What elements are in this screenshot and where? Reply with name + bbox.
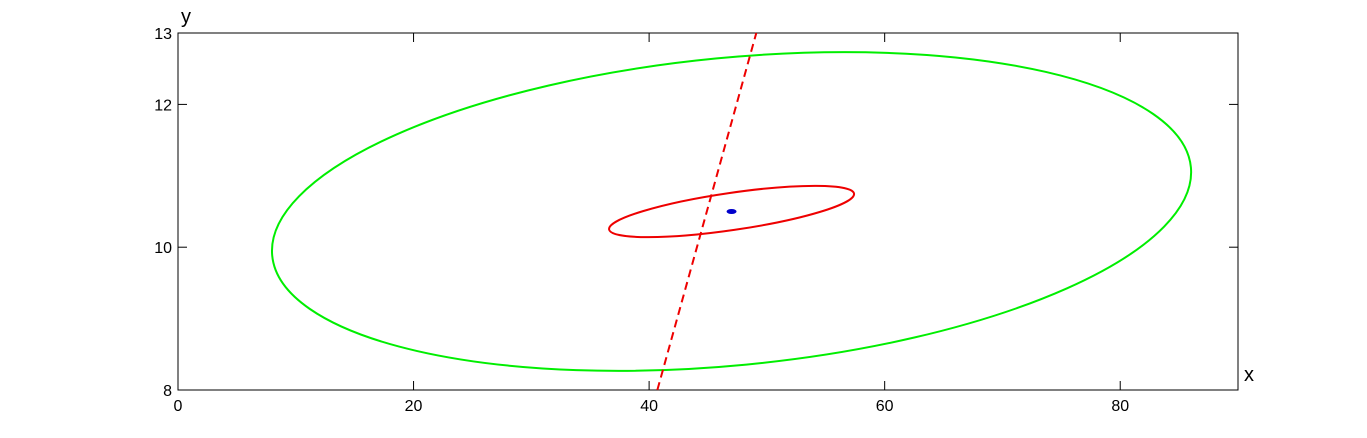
x-tick-label: 0 — [174, 398, 183, 415]
y-tick-label: 8 — [163, 383, 172, 400]
dashed-axis-line — [656, 32, 758, 391]
y-tick-label: 13 — [154, 26, 172, 43]
y-tick-label: 12 — [154, 97, 172, 114]
center-point — [726, 209, 737, 214]
x-tick-label: 60 — [876, 398, 894, 415]
tick-marks — [177, 32, 1238, 391]
x-tick-label: 40 — [640, 398, 658, 415]
x-tick-label: 20 — [405, 398, 423, 415]
inner-ellipse — [608, 184, 856, 239]
plot-area — [177, 32, 1239, 391]
tick-labels: 0 20 40 60 80 8 10 12 13 — [154, 26, 1129, 415]
y-tick-label: 10 — [154, 240, 172, 257]
data-curves — [270, 32, 1193, 391]
x-axis-label: x — [1244, 364, 1254, 386]
x-tick-label: 80 — [1111, 398, 1129, 415]
outer-ellipse — [270, 51, 1193, 372]
y-axis-label: y — [181, 6, 191, 28]
